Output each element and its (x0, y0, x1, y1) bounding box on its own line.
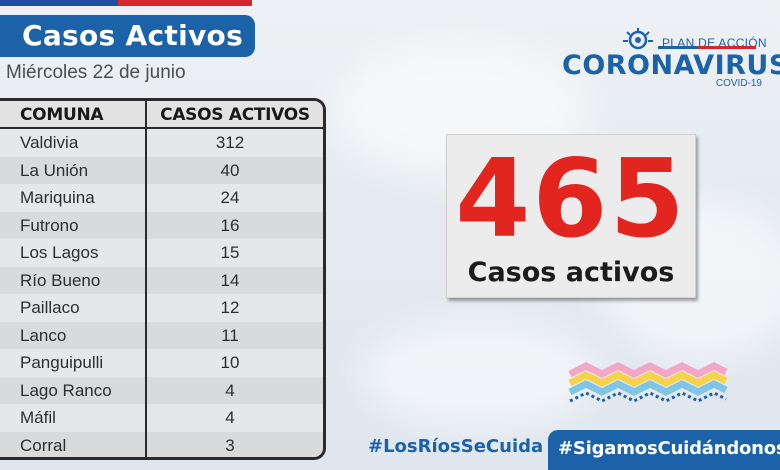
table-row: Corral 3 (0, 431, 323, 457)
column-header-casos: CASOS ACTIVOS (160, 105, 310, 125)
comuna-cell: Los Lagos (0, 239, 147, 267)
flag-strip (0, 0, 252, 6)
page-title: Casos Activos (0, 15, 255, 57)
table-header: COMUNA CASOS ACTIVOS (0, 101, 323, 129)
flag-blue-band (0, 0, 118, 6)
virus-icon (623, 28, 653, 50)
cases-cell: 3 (225, 435, 235, 455)
cases-cell: 40 (220, 160, 240, 180)
comuna-cell: La Unión (0, 156, 147, 184)
table-row: Paillaco 12 (0, 294, 323, 322)
cases-cell: 16 (220, 215, 240, 235)
cases-cell: 24 (220, 188, 240, 207)
cases-cell: 11 (221, 325, 239, 345)
total-cases-label: Casos activos (467, 257, 675, 288)
column-header-comuna: COMUNA (0, 101, 147, 127)
logo-sub: COVID-19 (715, 78, 762, 89)
table-row: Los Lagos 15 (0, 239, 323, 267)
logo-name: CORONAVIRUS (562, 50, 780, 81)
hashtag-sigamos: #SigamosCuidándonos (548, 430, 780, 470)
total-cases-card: 465 Casos activos (446, 134, 696, 298)
comuna-cell: Lago Ranco (0, 376, 147, 404)
table-row: La Unión 40 (0, 156, 323, 184)
cases-cell: 10 (220, 353, 240, 372)
comuna-cell: Panguipulli (0, 349, 147, 377)
cases-cell: 312 (215, 133, 245, 152)
table-row: Río Bueno 14 (0, 266, 323, 294)
table-row: Valdivia 312 (0, 129, 323, 157)
report-date: Miércoles 22 de junio (6, 62, 186, 83)
comuna-cell: Río Bueno (0, 266, 147, 294)
comuna-cell: Futrono (0, 211, 147, 239)
cases-cell: 4 (225, 408, 235, 427)
table-row: Lago Ranco 4 (0, 376, 323, 404)
table-row: Lanco 11 (0, 321, 323, 349)
table-row: Panguipulli 10 (0, 349, 323, 377)
total-cases-number: 465 (455, 137, 687, 262)
comuna-cell: Mariquina (0, 184, 147, 212)
comuna-cell: Valdivia (0, 129, 147, 157)
cases-cell: 4 (225, 380, 235, 400)
logo-flag-line (658, 46, 756, 49)
table-row: Máfil 4 (0, 404, 323, 432)
comuna-cell: Lanco (0, 321, 147, 349)
coronavirus-plan-logo: PLAN DE ACCIÓN CORONAVIRUS COVID-19 (562, 26, 780, 92)
table-body: Valdivia 312 La Unión 40 Mariquina 24 Futro… (0, 129, 323, 457)
table-row: Futrono 16 (0, 211, 323, 239)
comuna-cell: Paillaco (0, 294, 147, 322)
active-cases-table: COMUNA CASOS ACTIVOS Valdivia 312 La Unió… (0, 98, 326, 460)
cases-cell: 15 (220, 243, 240, 262)
comuna-cell: Corral (0, 431, 147, 457)
cases-cell: 14 (220, 270, 240, 290)
table-row: Mariquina 24 (0, 184, 323, 212)
los-rios-wave-logo (568, 362, 728, 403)
flag-red-band (118, 0, 252, 6)
comuna-cell: Máfil (0, 404, 147, 432)
background-cloud (360, 320, 600, 430)
cases-cell: 12 (220, 298, 240, 317)
hashtag-los-rios: #LosRíosSeCuida (368, 436, 544, 457)
